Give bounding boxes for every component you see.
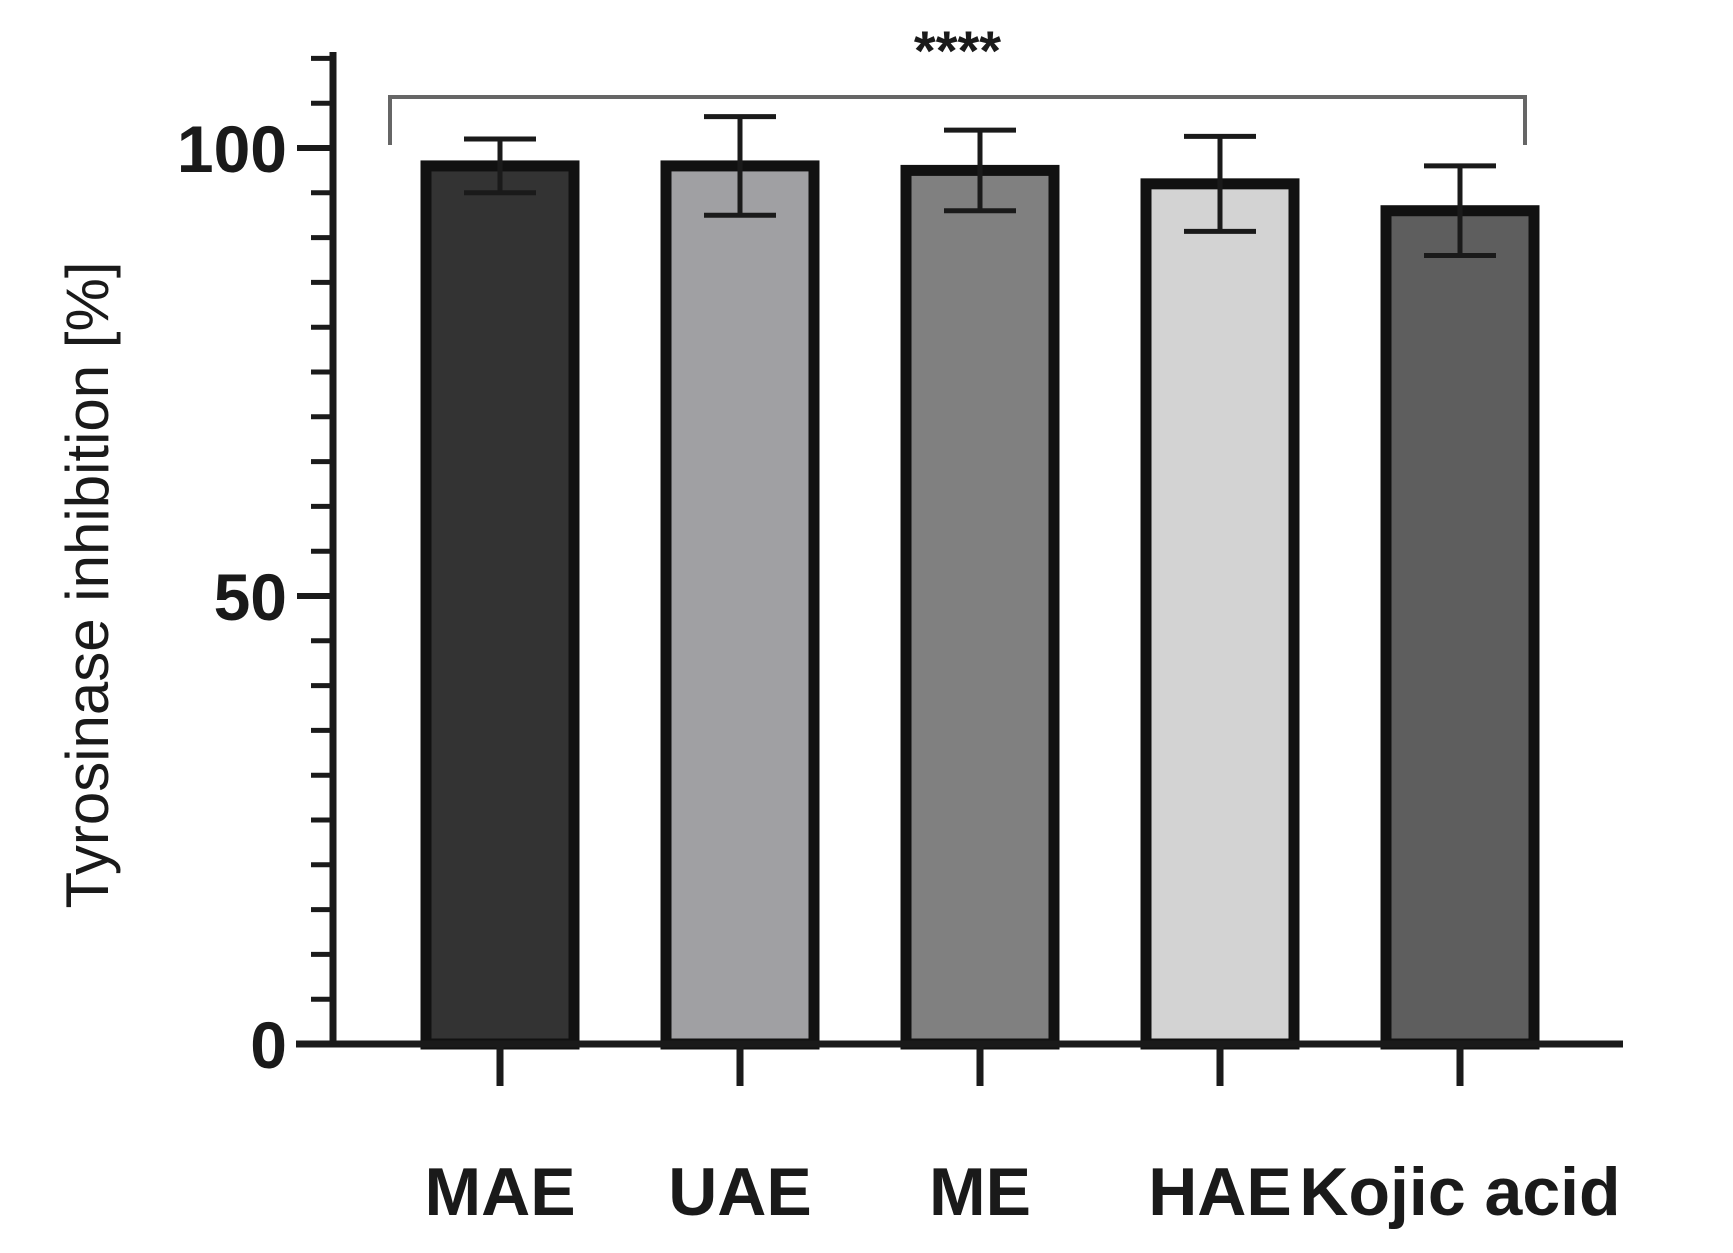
bar-kojic-acid [1380,205,1540,1050]
x-tick-label: UAE [668,1154,812,1230]
significance-bracket: **** [388,19,1527,145]
error-bars [464,114,1496,259]
bar-hae [1140,178,1300,1050]
bar-uae [660,160,820,1050]
bar-me [900,164,1060,1050]
x-tick-label: MAE [424,1154,575,1230]
x-tick-label: Kojic acid [1299,1154,1620,1230]
y-axis: 0 50 100 [177,52,337,1082]
x-axis: MAE UAE ME HAE Kojic acid [296,1040,1623,1230]
y-tick-label: 50 [214,560,287,634]
y-axis-title: Tyrosinase inhibition [%] [54,262,121,909]
y-tick-label: 100 [177,112,287,186]
y-tick-label: 0 [250,1008,287,1082]
x-tick-label: HAE [1148,1154,1292,1230]
significance-label: **** [914,19,1001,82]
significance-bracket-line [388,95,1527,145]
x-tick-label: ME [929,1154,1031,1230]
bars [420,160,1540,1050]
bar-mae [420,160,580,1050]
